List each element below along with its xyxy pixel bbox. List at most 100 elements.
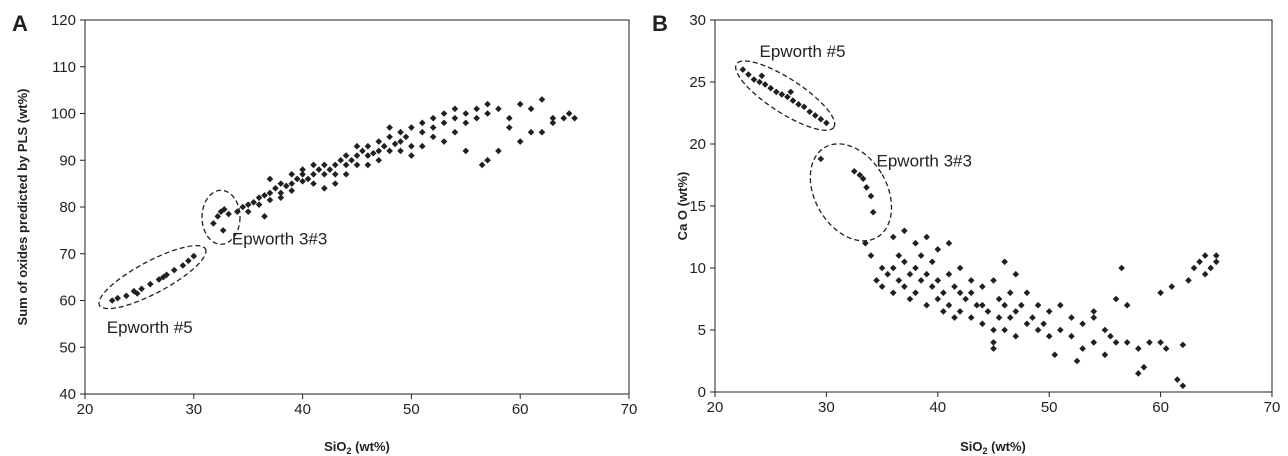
- panel-a-x-axis-name: SiO: [324, 439, 346, 454]
- data-point: [923, 270, 930, 278]
- data-point: [408, 152, 415, 159]
- data-point: [934, 246, 942, 253]
- y-tick-label: 40: [59, 386, 76, 403]
- data-point: [495, 105, 502, 113]
- y-tick-label: 0: [698, 384, 706, 401]
- data-point: [1174, 376, 1181, 383]
- data-point: [397, 138, 404, 145]
- data-point: [288, 180, 296, 187]
- data-point: [1045, 332, 1053, 340]
- data-point: [359, 147, 366, 155]
- data-point: [462, 119, 470, 127]
- data-point: [1012, 332, 1020, 340]
- data-point: [1157, 339, 1164, 346]
- data-point: [750, 76, 758, 83]
- data-point: [1185, 277, 1192, 284]
- data-point: [1146, 339, 1153, 346]
- data-point: [560, 114, 568, 122]
- data-point: [967, 289, 975, 297]
- data-point: [234, 208, 241, 215]
- data-point: [549, 119, 557, 127]
- data-point: [984, 308, 992, 315]
- data-point: [1012, 308, 1020, 315]
- x-tick-label: 30: [818, 399, 835, 416]
- data-point: [451, 114, 459, 122]
- data-point: [484, 100, 491, 108]
- data-point: [250, 199, 257, 206]
- y-tick-label: 70: [59, 246, 76, 263]
- data-point: [979, 320, 986, 328]
- data-point: [261, 192, 268, 199]
- data-point: [800, 103, 808, 111]
- x-tick-label: 70: [1264, 399, 1281, 416]
- data-point: [146, 280, 154, 288]
- y-tick-label: 120: [51, 12, 76, 29]
- data-point: [219, 227, 227, 234]
- data-point: [772, 88, 780, 96]
- data-point: [179, 262, 187, 269]
- data-point: [239, 203, 247, 211]
- data-point: [304, 175, 312, 183]
- data-point: [1090, 308, 1098, 315]
- data-point: [869, 208, 877, 216]
- data-point: [397, 128, 404, 136]
- panel-b-y-ticks: 0 5 10 15 20 25 30: [689, 12, 715, 401]
- data-point: [348, 156, 355, 164]
- data-point: [1023, 289, 1031, 297]
- data-point: [331, 170, 339, 178]
- data-point: [1006, 289, 1014, 297]
- data-point: [310, 170, 317, 178]
- data-point: [1190, 264, 1198, 272]
- data-point: [1207, 264, 1215, 272]
- data-point: [945, 301, 953, 309]
- data-point: [1018, 301, 1025, 309]
- data-point: [1123, 301, 1131, 309]
- y-tick-label: 60: [59, 293, 76, 310]
- data-point: [375, 138, 383, 145]
- data-point: [823, 119, 830, 127]
- data-point: [912, 239, 919, 247]
- data-point: [342, 170, 350, 178]
- data-point: [878, 283, 886, 290]
- data-point: [787, 88, 795, 96]
- data-point: [962, 295, 969, 303]
- data-point: [331, 180, 339, 187]
- data-point: [440, 110, 448, 117]
- data-point: [1068, 332, 1075, 340]
- data-point: [923, 301, 930, 309]
- data-point: [478, 161, 486, 169]
- data-point: [990, 326, 997, 334]
- data-point: [1135, 370, 1142, 377]
- data-point: [429, 133, 437, 141]
- data-point: [370, 149, 377, 157]
- data-point: [1023, 320, 1031, 328]
- data-point: [1090, 339, 1098, 346]
- x-tick-label: 50: [403, 401, 420, 418]
- data-point: [364, 161, 372, 169]
- data-point: [878, 264, 886, 272]
- panel-a-annotations: Epworth 3#3 Epworth #5: [107, 229, 328, 337]
- data-point: [795, 101, 802, 108]
- data-point: [538, 128, 546, 136]
- data-point: [940, 289, 947, 297]
- y-tick-label: 100: [51, 106, 76, 123]
- data-point: [527, 128, 535, 136]
- data-point: [1107, 332, 1114, 340]
- data-point: [1001, 326, 1008, 334]
- data-point: [867, 252, 875, 259]
- data-point: [923, 233, 930, 241]
- panel-a: A 40 50 60 70 80 90 100 110 120 20 30 40 50 60 70 Epw…: [12, 11, 637, 456]
- x-tick-label: 40: [929, 399, 946, 416]
- data-point: [1006, 314, 1014, 321]
- data-point: [277, 189, 285, 197]
- panel-a-x-axis-unit: (wt%): [352, 439, 390, 454]
- data-point: [1179, 382, 1187, 390]
- data-point: [917, 252, 925, 259]
- data-point: [784, 93, 791, 101]
- data-point: [901, 283, 908, 290]
- data-point: [255, 201, 263, 208]
- data-point: [901, 227, 908, 235]
- data-point: [277, 194, 285, 201]
- data-point: [391, 140, 399, 148]
- y-tick-label: 30: [689, 12, 706, 29]
